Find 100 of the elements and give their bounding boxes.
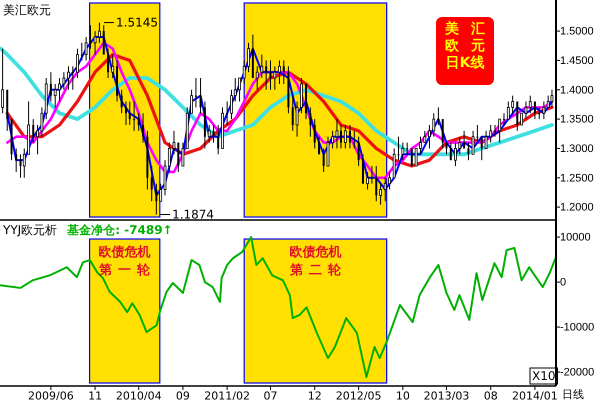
candlestick	[467, 142, 470, 161]
y-tick-label: 1.2500	[560, 172, 594, 184]
candlestick	[502, 112, 505, 126]
candlestick	[50, 72, 52, 102]
candlestick	[142, 112, 144, 144]
candlestick	[353, 130, 356, 149]
candlestick	[260, 54, 264, 79]
y-tick-label: 1.4500	[560, 54, 594, 67]
text: 基金净仓: -7489↑	[66, 223, 173, 238]
candlestick	[1, 48, 4, 114]
band-label: 欧债危机第一轮	[98, 245, 156, 278]
candlestick	[217, 124, 220, 155]
candlestick	[128, 101, 131, 126]
candlestick	[194, 78, 197, 108]
candlestick	[318, 136, 320, 155]
candlestick	[511, 95, 514, 114]
candlestick	[370, 166, 373, 184]
candlestick	[208, 124, 211, 144]
candlestick	[76, 48, 79, 79]
candlestick	[111, 54, 114, 79]
candlestick	[384, 177, 387, 202]
candlestick	[494, 124, 496, 138]
candlestick	[450, 142, 452, 161]
candlestick	[498, 118, 502, 144]
candlestick	[538, 106, 540, 120]
candlestick	[265, 60, 268, 90]
candlestick	[388, 171, 391, 190]
candlestick	[432, 112, 436, 138]
candlestick	[238, 78, 241, 102]
candlestick	[309, 106, 312, 138]
candlestick	[506, 101, 510, 120]
candlestick	[120, 89, 123, 114]
candlestick	[226, 101, 228, 126]
candlestick	[212, 124, 215, 144]
candlestick	[84, 36, 88, 61]
y-tick-label: 1.5000	[560, 26, 594, 38]
candlestick	[20, 154, 22, 178]
y-tick-label: 0	[560, 276, 566, 289]
x-tick-label: 08	[484, 390, 498, 400]
candlestick	[442, 118, 444, 149]
candlestick	[138, 112, 140, 132]
text: 日线	[562, 388, 584, 400]
candlestick	[15, 148, 18, 172]
y-tick-label: 1.4000	[560, 84, 594, 96]
candlestick	[437, 106, 440, 126]
candlestick	[366, 171, 369, 190]
candlestick	[256, 66, 259, 90]
candlestick	[269, 60, 272, 90]
candlestick	[476, 124, 478, 144]
candlestick	[534, 101, 536, 120]
candlestick	[72, 66, 74, 90]
candlestick	[398, 136, 400, 161]
candlestick	[32, 118, 34, 144]
candlestick	[406, 142, 408, 155]
candlestick	[273, 66, 276, 90]
candlestick	[358, 136, 360, 167]
x-tick-label: 10	[396, 390, 410, 400]
y-tick-label: 10000	[560, 232, 591, 244]
y-tick-label: -20000	[560, 366, 594, 379]
band-label: 欧债危机第二轮	[288, 245, 347, 278]
candlestick	[480, 136, 483, 161]
candlestick	[528, 95, 532, 114]
candlestick	[107, 48, 110, 79]
x-tick-label: 07	[263, 390, 278, 400]
candlestick	[124, 101, 127, 126]
annotation: 1.5145	[116, 16, 158, 30]
candlestick	[177, 142, 180, 172]
candlestick	[489, 124, 492, 144]
x-tick-label: 12	[308, 390, 322, 400]
chart-title: 美汇欧元	[3, 3, 51, 17]
candlestick	[172, 130, 176, 155]
candlestick	[362, 154, 364, 184]
chart-title: YYJ欧元析	[2, 223, 58, 238]
annotation: 1.1874	[172, 208, 214, 222]
candlestick	[278, 60, 281, 84]
candlestick	[401, 142, 404, 161]
candlestick	[155, 183, 158, 216]
candlestick	[150, 166, 153, 202]
x-tick-label: 09	[176, 390, 190, 400]
y-tick-label: 1.3000	[560, 142, 594, 155]
y-tick-label: 1.3500	[560, 114, 594, 126]
x-tick-label: 11	[88, 390, 102, 400]
candlestick	[542, 101, 546, 120]
candlestick	[463, 130, 466, 149]
candlestick	[445, 142, 448, 155]
candlestick	[292, 95, 294, 132]
candlestick	[314, 118, 316, 149]
candlestick	[344, 124, 347, 149]
candlestick	[484, 130, 488, 149]
candlestick	[200, 78, 202, 114]
y-tick-label: 1.2000	[560, 202, 594, 214]
candlestick	[282, 60, 285, 84]
candlestick	[454, 142, 457, 167]
annotation: 美汇欧元日K线	[444, 20, 497, 71]
candlestick	[54, 83, 57, 108]
line-series	[0, 236, 556, 378]
y-tick-label: -10000	[560, 322, 594, 334]
candlestick	[89, 24, 92, 50]
candlestick	[472, 130, 474, 155]
candlestick	[322, 148, 325, 172]
